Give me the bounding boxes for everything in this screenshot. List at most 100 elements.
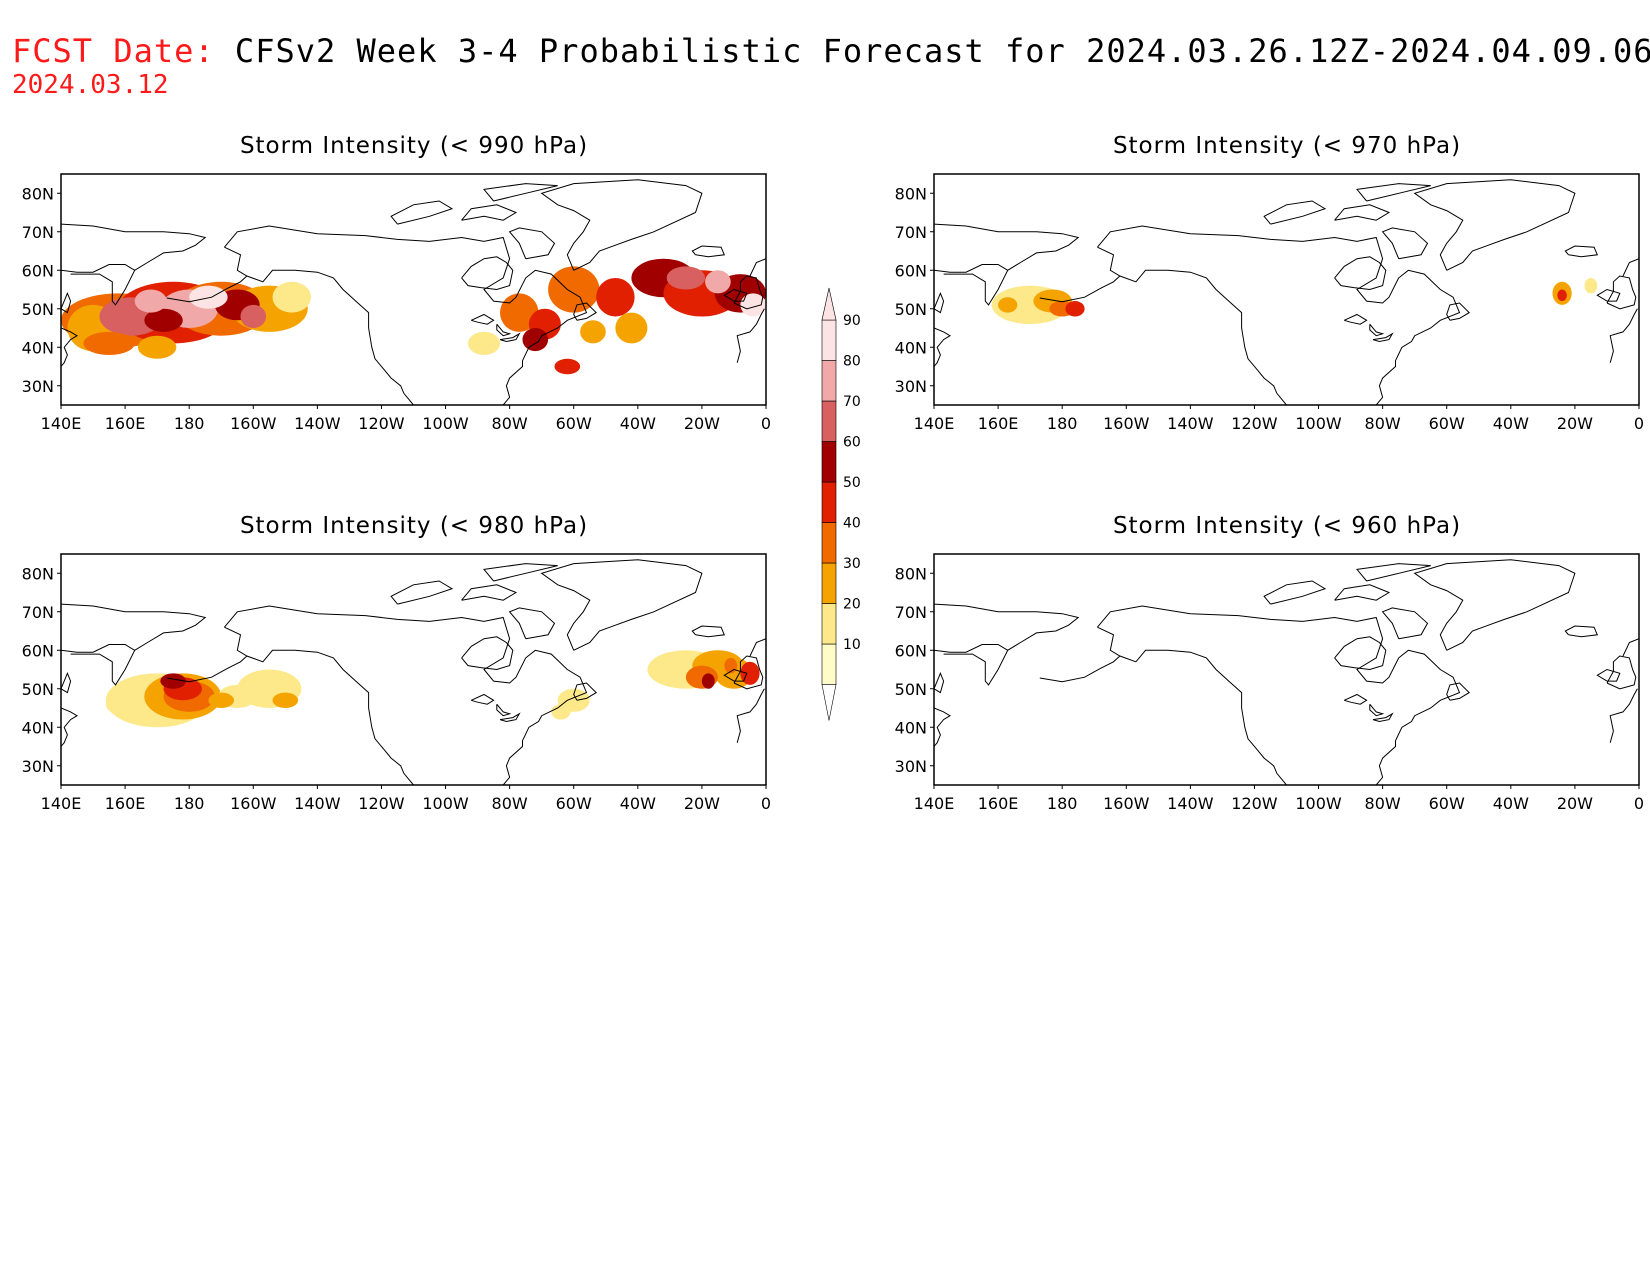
- coastline-segment: [499, 712, 521, 723]
- coastline-segment: [1334, 256, 1387, 291]
- lon-tick-label: 40W: [1493, 794, 1529, 813]
- colorbar-swatch: [821, 643, 837, 685]
- lon-tick-label: 60W: [556, 794, 592, 813]
- coastline-segment: [1609, 308, 1638, 363]
- lon-tick-label: 40W: [620, 794, 656, 813]
- coastline-segment: [736, 688, 765, 743]
- colorbar-level-label: 90: [843, 313, 861, 329]
- lon-tick-label: 40W: [620, 414, 656, 433]
- map-svg-960: Storm Intensity (< 960 hPa) 80N 70N 60N 50N…: [895, 513, 1644, 813]
- colorbar-swatch: [821, 562, 837, 604]
- lat-axis-960: 80N 70N 60N 50N 40N 30N: [895, 564, 934, 776]
- coastline-segment: [573, 682, 598, 701]
- coastline-980: [61, 559, 766, 785]
- lon-tick-label: 60W: [1429, 414, 1465, 433]
- coastline-segment: [483, 563, 558, 582]
- coastline-segment: [61, 707, 78, 748]
- map-panel-960: Storm Intensity (< 960 hPa) 80N 70N 60N 50N…: [873, 510, 1650, 820]
- coastline-segment: [1372, 332, 1394, 343]
- coastline-segment: [1413, 559, 1576, 651]
- coastline-segment: [1097, 246, 1287, 405]
- lon-tick-label: 60W: [556, 414, 592, 433]
- coastline-segment: [1413, 179, 1576, 271]
- prob-area: [272, 692, 299, 708]
- prob-area: [666, 266, 706, 290]
- figure-header: FCST Date: CFSv2 Week 3-4 Probabilistic …: [12, 32, 1650, 100]
- lon-axis-980: 140E 160E 180 160W 140W 120W 100W 80W 60W 40W 20W 0: [41, 785, 771, 813]
- lon-tick-label: 20W: [684, 794, 720, 813]
- colorbar-level-label: 60: [843, 435, 861, 451]
- coastline-segment: [1369, 323, 1385, 337]
- lon-tick-label: 80W: [1365, 794, 1401, 813]
- coastline-segment: [733, 275, 764, 310]
- lat-axis-990: 80N 70N 60N 50N 40N 30N: [22, 184, 61, 396]
- lon-tick-label: 140W: [1167, 414, 1214, 433]
- coastline-segment: [1596, 288, 1621, 302]
- lon-tick-label: 160E: [105, 794, 146, 813]
- lon-tick-label: 80W: [1365, 414, 1401, 433]
- lon-tick-label: 160W: [230, 414, 277, 433]
- fcst-date-label: FCST Date:: [12, 32, 215, 70]
- panel-title-970: Storm Intensity (< 970 hPa): [1113, 133, 1461, 159]
- probability-field-990: [61, 258, 766, 375]
- coastline-segment: [1097, 225, 1461, 405]
- lon-tick-label: 140E: [41, 794, 82, 813]
- lat-tick-label: 60N: [22, 641, 54, 660]
- lon-tick-label: 180: [1047, 414, 1078, 433]
- lat-tick-label: 30N: [22, 757, 54, 776]
- panel-title-980: Storm Intensity (< 980 hPa): [240, 513, 588, 539]
- prob-area: [580, 320, 606, 344]
- lon-tick-label: 180: [174, 794, 205, 813]
- prob-area: [105, 692, 145, 716]
- lon-axis-960: 140E 160E 180 160W 140W 120W 100W 80W 60W 40W 20W 0: [914, 785, 1644, 813]
- coastline-segment: [1606, 275, 1637, 310]
- coastline-segment: [691, 245, 726, 258]
- lat-tick-label: 40N: [895, 718, 927, 737]
- lon-tick-label: 120W: [358, 794, 405, 813]
- coastline-segment: [499, 332, 521, 343]
- prob-area: [160, 673, 186, 689]
- lon-tick-label: 140W: [294, 794, 341, 813]
- lat-tick-label: 30N: [895, 377, 927, 396]
- coastline-segment: [540, 559, 703, 651]
- lon-tick-label: 120W: [1231, 794, 1278, 813]
- lat-tick-label: 80N: [22, 184, 54, 203]
- coastline-segment: [1097, 626, 1287, 785]
- coastline-segment: [61, 264, 136, 306]
- colorbar-swatch: [821, 441, 837, 483]
- prob-area: [522, 328, 549, 352]
- coastline-segment: [934, 644, 1009, 686]
- coastline-segment: [1039, 275, 1121, 303]
- coastline-segment: [496, 703, 512, 717]
- coastline-segment: [1334, 636, 1387, 671]
- coastline-segment: [61, 327, 78, 368]
- lon-tick-label: 0: [1634, 414, 1644, 433]
- coastline-segment: [166, 655, 248, 683]
- lat-tick-label: 60N: [895, 641, 927, 660]
- lat-tick-label: 50N: [895, 680, 927, 699]
- map-frame-970: [933, 173, 1640, 406]
- coastline-segment: [224, 626, 414, 785]
- map-panel-970: Storm Intensity (< 970 hPa) 80N 70N 60N 50N…: [873, 130, 1650, 440]
- lat-tick-label: 60N: [22, 261, 54, 280]
- lon-tick-label: 180: [174, 414, 205, 433]
- coastline-segment: [224, 246, 414, 405]
- coastline-segment: [1343, 693, 1368, 705]
- lat-tick-label: 70N: [895, 223, 927, 242]
- coastline-segment: [61, 603, 207, 651]
- lat-tick-label: 40N: [895, 338, 927, 357]
- lon-tick-label: 140E: [41, 414, 82, 433]
- prob-area: [208, 692, 235, 708]
- lat-tick-label: 70N: [22, 603, 54, 622]
- coastline-segment: [1446, 302, 1471, 321]
- coastline-segment: [934, 264, 1009, 306]
- coastline-segment: [461, 584, 518, 601]
- coastline-segment: [166, 275, 248, 303]
- prob-area: [144, 308, 183, 332]
- prob-area: [137, 335, 177, 359]
- coastline-segment: [224, 225, 588, 405]
- lon-axis-990: 140E 160E 180 160W 140W 120W 100W 80W 60W 40W 20W 0: [41, 405, 771, 433]
- coastline-segment: [224, 605, 588, 785]
- figure-title: CFSv2 Week 3-4 Probabilistic Forecast fo…: [234, 32, 1650, 70]
- lat-tick-label: 50N: [22, 680, 54, 699]
